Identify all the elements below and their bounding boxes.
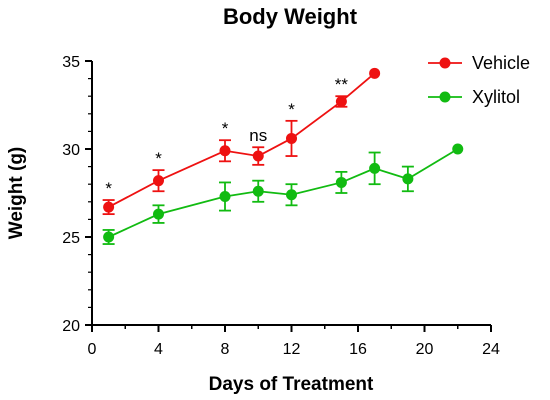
plot-area bbox=[102, 67, 464, 245]
x-tick-label: 4 bbox=[154, 341, 163, 358]
y-tick-label: 35 bbox=[62, 54, 80, 71]
legend-label-xylitol: Xylitol bbox=[472, 87, 520, 107]
data-point-xylitol bbox=[402, 173, 414, 185]
data-point-vehicle bbox=[335, 95, 347, 107]
legend-label-vehicle: Vehicle bbox=[472, 53, 530, 73]
legend: Vehicle Xylitol bbox=[428, 53, 530, 107]
data-point-xylitol bbox=[452, 143, 464, 155]
data-point-xylitol bbox=[252, 185, 264, 197]
axes: 0 4 8 12 16 20 24 20 25 30 35 bbox=[62, 54, 500, 358]
data-point-xylitol bbox=[369, 162, 381, 174]
significance-label: * bbox=[155, 149, 162, 168]
x-tick-label: 12 bbox=[283, 341, 301, 358]
data-point-xylitol bbox=[153, 208, 164, 220]
data-point-vehicle bbox=[252, 150, 264, 162]
data-point-xylitol bbox=[103, 231, 115, 243]
significance-label: * bbox=[222, 119, 229, 138]
x-axis-label: Days of Treatment bbox=[209, 374, 374, 395]
data-point-vehicle bbox=[153, 175, 164, 187]
data-point-vehicle bbox=[219, 145, 231, 157]
y-tick-label: 30 bbox=[62, 142, 80, 159]
y-tick-label: 25 bbox=[62, 230, 80, 247]
series-xylitol bbox=[102, 143, 464, 245]
chart-title: Body Weight bbox=[223, 4, 358, 29]
data-point-xylitol bbox=[219, 191, 231, 203]
legend-marker-xylitol bbox=[439, 91, 451, 103]
significance-label: ns bbox=[249, 126, 267, 145]
y-axis-label: Weight (g) bbox=[6, 147, 27, 240]
x-tick-label: 16 bbox=[349, 341, 367, 358]
significance-label: ** bbox=[335, 75, 349, 94]
x-tick-label: 20 bbox=[416, 341, 434, 358]
x-tick-label: 24 bbox=[482, 341, 500, 358]
series-vehicle bbox=[102, 67, 381, 216]
significance-annotations: *** ns*** bbox=[105, 75, 348, 198]
significance-label: * bbox=[105, 179, 112, 198]
x-tick-label: 0 bbox=[88, 341, 97, 358]
data-point-vehicle bbox=[286, 132, 297, 144]
data-point-vehicle bbox=[103, 201, 115, 213]
data-point-xylitol bbox=[286, 189, 297, 201]
data-point-xylitol bbox=[335, 176, 347, 188]
legend-marker-vehicle bbox=[439, 57, 451, 69]
significance-label: * bbox=[288, 100, 295, 119]
x-tick-label: 8 bbox=[221, 341, 230, 358]
data-point-vehicle bbox=[369, 67, 381, 79]
y-tick-label: 20 bbox=[62, 318, 80, 335]
